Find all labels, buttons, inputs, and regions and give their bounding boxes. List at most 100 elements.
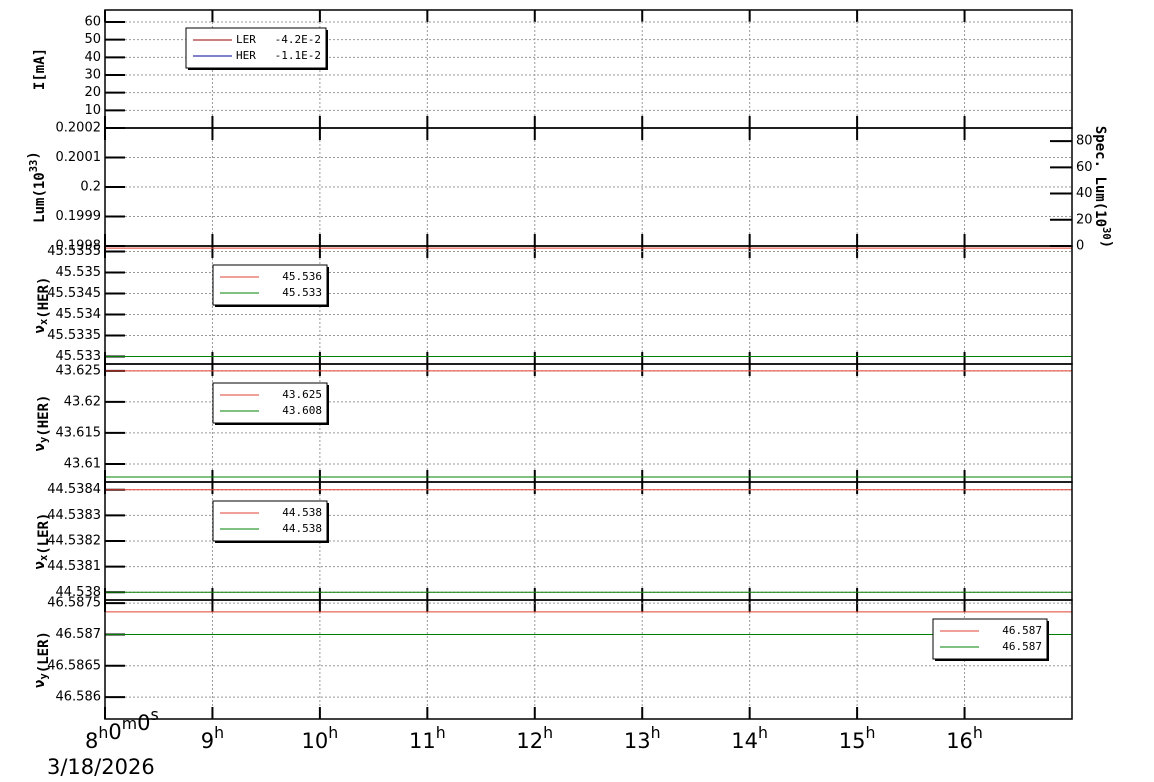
y-tick-label: 43.625 bbox=[56, 363, 102, 378]
legend-box bbox=[212, 382, 328, 424]
y2-axis-label-part: ) bbox=[1098, 240, 1114, 248]
y-axis-label-part: ν bbox=[32, 325, 48, 333]
y-tick-label: 44.538 bbox=[56, 585, 102, 600]
y-tick-label: 46.5875 bbox=[47, 596, 101, 611]
y-tick-label: 43.62 bbox=[64, 394, 101, 409]
y-axis-label-part: (LER) bbox=[36, 631, 52, 673]
x-tick-label-sup: h bbox=[328, 723, 338, 742]
y-axis-label-sup: 33 bbox=[28, 160, 40, 173]
y-tick-label: 46.587 bbox=[56, 627, 102, 642]
y-axis-label-part: ν bbox=[32, 443, 48, 451]
y-tick-label: 44.5381 bbox=[47, 559, 101, 574]
y-axis-label-part: (HER) bbox=[36, 395, 52, 437]
legend-value: 46.587 bbox=[1002, 640, 1042, 653]
x-tick-label-part: 13 bbox=[624, 729, 651, 753]
y-axis-label: νy(HER) bbox=[32, 395, 52, 452]
y-tick-label: 60 bbox=[84, 15, 101, 30]
y-tick-label: 45.5335 bbox=[47, 328, 101, 343]
y-axis-label-part: ν bbox=[32, 680, 48, 688]
y-axis-label: I[mA] bbox=[32, 48, 48, 90]
y2-tick-label: 20 bbox=[1076, 212, 1093, 227]
x-tick-label-sup: h bbox=[651, 723, 661, 742]
y2-axis-label: Spec. Lum(1030) bbox=[1092, 126, 1114, 248]
y-tick-label: 40 bbox=[84, 50, 101, 65]
legend-name: HER bbox=[236, 49, 256, 62]
date-label: 3/18/2026 bbox=[47, 755, 155, 779]
y-tick-label: 45.535 bbox=[56, 265, 102, 280]
y-tick-label: 0.1998 bbox=[56, 239, 102, 254]
panel-frame bbox=[104, 599, 1073, 720]
x-tick-label-sup: m bbox=[122, 714, 137, 733]
y-axis-label: Lum(1033) bbox=[26, 151, 48, 223]
x-tick-label: 15h bbox=[839, 723, 876, 754]
x-tick-label-sup: h bbox=[758, 723, 768, 742]
y-axis-label-sub: y bbox=[38, 436, 50, 443]
y-axis-label-part: Lum(10 bbox=[32, 172, 48, 223]
x-tick-label: 11h bbox=[409, 723, 446, 754]
legend-value: 46.587 bbox=[1002, 624, 1042, 637]
y-tick-label: 45.5355 bbox=[47, 244, 101, 259]
y-tick-label: 50 bbox=[84, 32, 101, 47]
y-axis-label-part: (LER) bbox=[36, 513, 52, 555]
y2-axis-label-sup: 30 bbox=[1100, 227, 1112, 240]
legend-name: LER bbox=[236, 33, 256, 46]
y-tick-label: 46.586 bbox=[56, 690, 102, 705]
legend-value: 44.538 bbox=[282, 506, 322, 519]
y-tick-label: 45.534 bbox=[56, 307, 102, 322]
y-tick-label: 44.5384 bbox=[47, 482, 101, 497]
legend-value: 45.536 bbox=[282, 270, 322, 283]
y2-tick-label: 60 bbox=[1076, 160, 1093, 175]
x-tick-label-sup: h bbox=[98, 723, 108, 742]
x-tick-label-sup: h bbox=[214, 723, 224, 742]
x-tick-label-sup: s bbox=[150, 705, 158, 724]
legend-box bbox=[932, 618, 1048, 660]
y-axis-label-sub: y bbox=[38, 673, 50, 680]
x-tick-label: 12h bbox=[516, 723, 553, 754]
y-axis-label-part: (HER) bbox=[36, 277, 52, 319]
x-tick-label: 10h bbox=[302, 723, 339, 754]
y-tick-label: 46.5865 bbox=[47, 658, 101, 673]
y-axis-label-part: ν bbox=[32, 561, 48, 569]
y-axis-label-part: I[mA] bbox=[32, 48, 48, 90]
legend-box bbox=[212, 264, 328, 306]
x-tick-label-part: 15 bbox=[839, 729, 866, 753]
y-tick-label: 10 bbox=[84, 103, 101, 118]
legend-value: -4.2E-2 bbox=[275, 33, 321, 46]
y-axis-label-sub: x bbox=[38, 554, 50, 561]
x-tick-label-sup: h bbox=[973, 723, 983, 742]
y-tick-label: 0.1999 bbox=[56, 209, 102, 224]
x-tick-label-part: 0 bbox=[108, 720, 121, 744]
x-tick-label-part: 12 bbox=[516, 729, 543, 753]
x-tick-label: 8h0m0s bbox=[85, 705, 159, 754]
y-axis-label: νy(LER) bbox=[32, 631, 52, 688]
x-tick-label-part: 16 bbox=[946, 729, 973, 753]
legend-value: 45.533 bbox=[282, 286, 322, 299]
y2-tick-label: 40 bbox=[1076, 186, 1093, 201]
x-tick-label: 14h bbox=[731, 723, 768, 754]
y-axis-label: νx(LER) bbox=[32, 513, 52, 570]
legend-value: -1.1E-2 bbox=[275, 49, 321, 62]
legend-value: 43.625 bbox=[282, 388, 322, 401]
x-tick-label-sup: h bbox=[543, 723, 553, 742]
y2-tick-label: 0 bbox=[1076, 239, 1084, 254]
legend-value: 44.538 bbox=[282, 522, 322, 535]
y-axis-label: νx(HER) bbox=[32, 277, 52, 334]
y-tick-label: 0.2002 bbox=[56, 121, 102, 136]
legend-value: 43.608 bbox=[282, 404, 322, 417]
y2-tick-label: 80 bbox=[1076, 134, 1093, 149]
x-tick-label-sup: h bbox=[436, 723, 446, 742]
y-tick-label: 20 bbox=[84, 85, 101, 100]
x-tick-label-part: 11 bbox=[409, 729, 436, 753]
x-tick-label-part: 10 bbox=[302, 729, 329, 753]
x-tick-label-part: 8 bbox=[85, 729, 98, 753]
y2-axis-label-part: Spec. Lum(10 bbox=[1092, 126, 1108, 227]
y-tick-label: 30 bbox=[84, 68, 101, 83]
x-tick-label: 9h bbox=[201, 723, 224, 754]
x-tick-label-part: 0 bbox=[137, 711, 150, 735]
x-tick-label-part: 9 bbox=[201, 729, 214, 753]
y-tick-label: 44.5383 bbox=[47, 508, 101, 523]
y-axis-label-part: ) bbox=[26, 151, 42, 159]
y-tick-label: 0.2001 bbox=[56, 150, 102, 165]
